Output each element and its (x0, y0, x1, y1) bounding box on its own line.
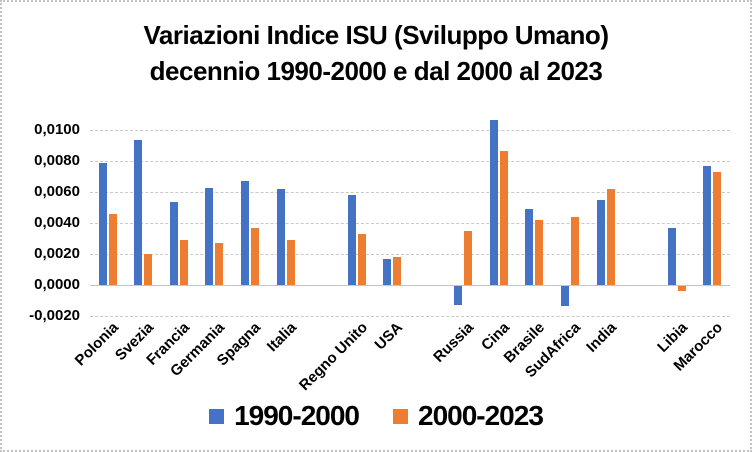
bar-2000-2023-Brasile (535, 220, 544, 286)
bar-2000-2023-Libia (677, 286, 686, 291)
y-axis-tick-label: 0,0000 (34, 276, 80, 294)
bar-1990-2000-Russia (454, 286, 463, 305)
legend-label: 2000-2023 (418, 400, 544, 431)
bar-1990-2000-USA (383, 258, 392, 286)
legend-label: 1990-2000 (234, 400, 360, 431)
legend-item-2000-2023: 2000-2023 (393, 400, 544, 432)
y-axis-tick-label: 0,0020 (34, 245, 80, 263)
bar-2000-2023-Germania (215, 243, 224, 286)
y-axis-tick-label: 0,0100 (34, 121, 80, 139)
legend-swatch-1990-2000 (209, 408, 225, 424)
bar-1990-2000-Brasile (525, 209, 534, 286)
bar-2000-2023-Russia (464, 230, 473, 286)
y-axis-tick-label: 0,0080 (34, 152, 80, 170)
bar-2000-2023-Italia (286, 240, 295, 286)
bar-1990-2000-Italia (276, 189, 285, 286)
gridline (90, 316, 730, 317)
bar-1990-2000-India (596, 200, 605, 286)
gridline (90, 223, 730, 225)
y-axis-tick-label: 0,0060 (34, 183, 80, 201)
bar-1990-2000-Germania (205, 187, 214, 286)
gridline (90, 254, 730, 256)
bar-2000-2023-Francia (179, 240, 188, 286)
y-axis-tick-label: -0,0020 (29, 307, 80, 324)
y-axis-tick-label: 0,0040 (34, 214, 80, 232)
bar-1990-2000-Cina (489, 119, 498, 286)
chart-title-line2: decennio 1990-2000 e dal 2000 al 2023 (149, 56, 603, 86)
bar-1990-2000-Svezia (134, 139, 143, 286)
chart-title-line1: Variazioni Indice ISU (Sviluppo Umano) (143, 20, 609, 50)
bar-2000-2023-Polonia (108, 213, 117, 286)
legend-swatch-2000-2023 (393, 408, 408, 424)
bar-2000-2023-USA (393, 257, 402, 286)
gridline (90, 130, 730, 132)
bar-2000-2023-SudAfrica (571, 217, 579, 286)
bar-2000-2023-Cina (499, 150, 508, 286)
bar-2000-2023-Svezia (144, 254, 153, 286)
bar-1990-2000-Francia (169, 201, 178, 286)
bar-2000-2023-India (606, 189, 615, 286)
bar-2000-2023-Regno Unito (357, 234, 366, 286)
bar-2000-2023-Spagna (251, 227, 259, 286)
bar-1990-2000-Polonia (98, 162, 107, 286)
bar-2000-2023-Marocco (713, 172, 722, 286)
bar-1990-2000-Libia (667, 227, 676, 286)
gridline (90, 192, 730, 194)
bar-1990-2000-Spagna (241, 181, 249, 286)
chart-title: Variazioni Indice ISU (Sviluppo Umano) d… (2, 17, 750, 89)
legend-item-1990-2000: 1990-2000 (209, 400, 360, 432)
bar-1990-2000-Regno Unito (347, 195, 356, 286)
bar-1990-2000-Marocco (703, 166, 712, 286)
plot-area (90, 115, 730, 317)
x-axis-zero-line (90, 285, 730, 287)
legend: 1990-2000 2000-2023 (2, 400, 750, 432)
bar-1990-2000-SudAfrica (561, 286, 569, 307)
gridline (90, 161, 730, 163)
